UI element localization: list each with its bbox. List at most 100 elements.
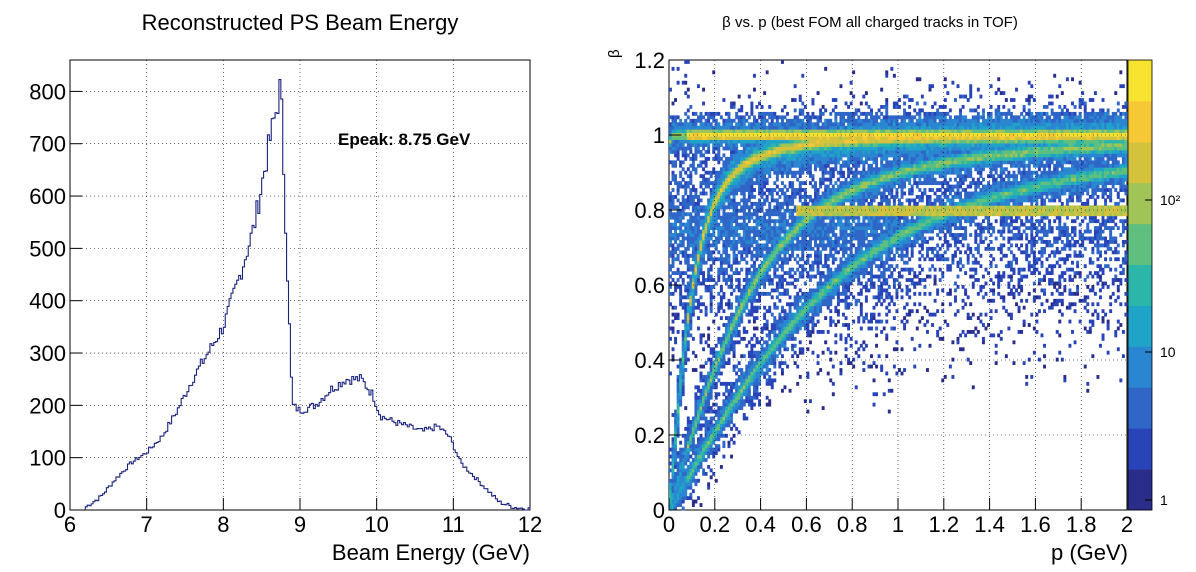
heatmap-cell — [671, 496, 675, 501]
heatmap-cell — [676, 257, 680, 262]
heatmap-cell — [763, 143, 767, 147]
heatmap-cell — [702, 458, 706, 462]
heatmap-cell — [747, 188, 751, 192]
heatmap-cell — [699, 260, 703, 265]
heatmap-cell — [803, 246, 807, 251]
heatmap-cell — [699, 198, 703, 203]
heatmap-cell — [798, 188, 802, 192]
heatmap-cell — [679, 125, 683, 130]
heatmap-cell — [760, 371, 764, 376]
heatmap-cell — [783, 105, 787, 109]
heatmap-cell — [780, 167, 784, 172]
heatmap-cell — [859, 229, 863, 234]
heatmap-cell — [862, 285, 866, 289]
heatmap-cell — [674, 312, 678, 317]
heatmap-cell — [842, 281, 845, 286]
heatmap-cell — [722, 423, 726, 428]
heatmap-cell — [824, 156, 828, 161]
heatmap-cell — [694, 288, 698, 293]
heatmap-cell — [719, 371, 723, 376]
heatmap-cell — [735, 229, 739, 234]
heatmap-cell — [847, 361, 851, 366]
heatmap-cell — [671, 205, 675, 210]
heatmap-cell — [798, 264, 802, 269]
heatmap-cell — [740, 388, 744, 393]
heatmap-cell — [765, 257, 769, 262]
heatmap-cell — [758, 357, 761, 362]
heatmap-cell — [791, 233, 795, 237]
heatmap-cell — [780, 222, 784, 227]
heatmap-cell — [819, 184, 823, 189]
heatmap-cell — [854, 163, 858, 168]
heatmap-cell — [745, 129, 749, 134]
heatmap-cell — [877, 129, 881, 134]
heatmap-cell — [862, 243, 866, 248]
heatmap-cell — [844, 222, 848, 227]
heatmap-cell — [847, 260, 851, 265]
heatmap-cell — [735, 139, 739, 144]
heatmap-cell — [864, 229, 868, 234]
heatmap-cell — [669, 454, 672, 459]
heatmap-cell — [714, 257, 718, 262]
heatmap-cell — [745, 156, 749, 161]
heatmap-cell — [877, 250, 881, 255]
heatmap-cell — [877, 139, 881, 144]
heatmap-cell — [801, 319, 805, 324]
heatmap-cell — [722, 139, 726, 144]
heatmap-cell — [707, 437, 711, 442]
heatmap-cell — [745, 298, 749, 303]
heatmap-cell — [864, 316, 868, 321]
heatmap-cell — [684, 426, 688, 431]
heatmap-cell — [849, 243, 853, 248]
heatmap-cell — [696, 198, 700, 203]
heatmap-cell — [732, 132, 736, 137]
heatmap-cell — [747, 402, 751, 407]
heatmap-cell — [755, 267, 759, 272]
heatmap-cell — [798, 94, 802, 99]
heatmap-cell — [735, 257, 739, 262]
heatmap-cell — [875, 246, 879, 251]
heatmap-cell — [821, 198, 825, 203]
heatmap-cell — [796, 260, 800, 265]
heatmap-cell — [831, 136, 835, 141]
heatmap-cell — [679, 118, 683, 123]
heatmap-cell — [842, 229, 845, 234]
heatmap-cell — [803, 153, 807, 158]
heatmap-cell — [796, 156, 800, 161]
heatmap-cell — [816, 195, 820, 199]
heatmap-cell — [829, 139, 833, 144]
heatmap-cell — [844, 125, 848, 130]
heatmap-cell — [722, 205, 726, 210]
heatmap-cell — [669, 181, 672, 186]
heatmap-cell — [862, 253, 866, 258]
heatmap-cell — [722, 347, 726, 352]
heatmap-cell — [834, 198, 838, 203]
heatmap-cell — [722, 364, 726, 369]
heatmap-cell — [745, 305, 749, 310]
heatmap-cell — [829, 357, 833, 362]
heatmap-cell — [722, 240, 726, 244]
heatmap-cell — [765, 111, 769, 116]
heatmap-cell — [671, 465, 675, 469]
heatmap-cell — [760, 264, 764, 269]
heatmap-cell — [793, 312, 797, 317]
heatmap-cell — [788, 233, 792, 237]
heatmap-cell — [831, 150, 835, 154]
heatmap-cell — [735, 399, 739, 404]
heatmap-cell — [732, 253, 736, 258]
heatmap-cell — [752, 160, 756, 165]
heatmap-cell — [821, 170, 825, 175]
heatmap-cell — [803, 243, 807, 248]
heatmap-cell — [796, 129, 800, 134]
heatmap-cell — [831, 129, 835, 134]
heatmap-cell — [791, 208, 795, 213]
heatmap-cell — [773, 233, 777, 237]
heatmap-cell — [834, 323, 838, 327]
heatmap-cell — [780, 60, 784, 64]
heatmap-cell — [788, 281, 792, 286]
heatmap-cell — [875, 233, 879, 237]
heatmap-cell — [676, 413, 680, 417]
heatmap-cell — [755, 368, 759, 372]
heatmap-cell — [722, 243, 726, 248]
heatmap-cell — [679, 378, 683, 383]
